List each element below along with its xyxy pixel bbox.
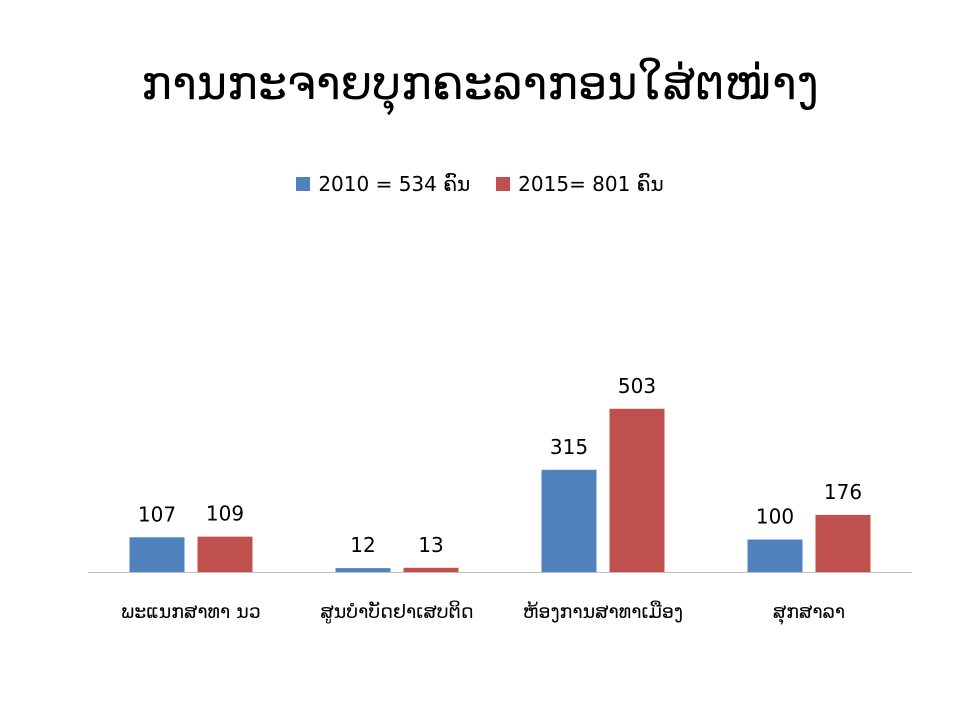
legend-item-2015: 2015= 801 ຄົນ [496,168,664,200]
data-label-series1-cat1: 107 [138,502,176,526]
legend-swatch-2015 [496,177,511,191]
data-label-series1-cat3: 315 [550,435,588,459]
bar-series2-cat2 [403,567,459,572]
bar-series2-cat4 [815,514,871,572]
data-label-series1-cat4: 100 [756,505,794,529]
x-tick-label-2: ສູນບໍາບັດຢາເສບຕິດ [320,599,473,625]
legend-swatch-2010 [296,177,311,191]
bar-series1-cat4 [747,539,803,572]
legend-label-2010: 2010 = 534 ຄົນ [318,172,471,196]
data-label-series2-cat4: 176 [824,480,862,504]
data-label-series2-cat2: 13 [418,533,443,557]
bar-series1-cat2 [335,568,391,572]
chart-legend: 2010 = 534 ຄົນ 2015= 801 ຄົນ [0,168,960,200]
x-tick-label-4: ສຸກສາລາ [773,601,845,625]
bar-series2-cat3 [609,408,665,572]
data-label-series2-cat1: 109 [206,502,244,526]
chart-title: ການກະຈາຍບຸກຄະລາກອນໃສ່ຕໜ່າງ [141,56,819,110]
legend-item-2010: 2010 = 534 ຄົນ [296,168,470,200]
legend-label-2015: 2015= 801 ຄົນ [518,172,664,196]
data-label-series1-cat2: 12 [350,533,375,557]
x-tick-label-3: ຫ້ອງການສາທາເມືອງ [523,599,683,623]
data-label-series2-cat3: 503 [618,374,656,398]
bar-series1-cat1 [129,537,185,572]
x-tick-label-1: ພະແນກສາທາ ນວ [121,601,261,623]
bar-series2-cat1 [197,536,253,572]
bar-series1-cat3 [541,469,597,572]
